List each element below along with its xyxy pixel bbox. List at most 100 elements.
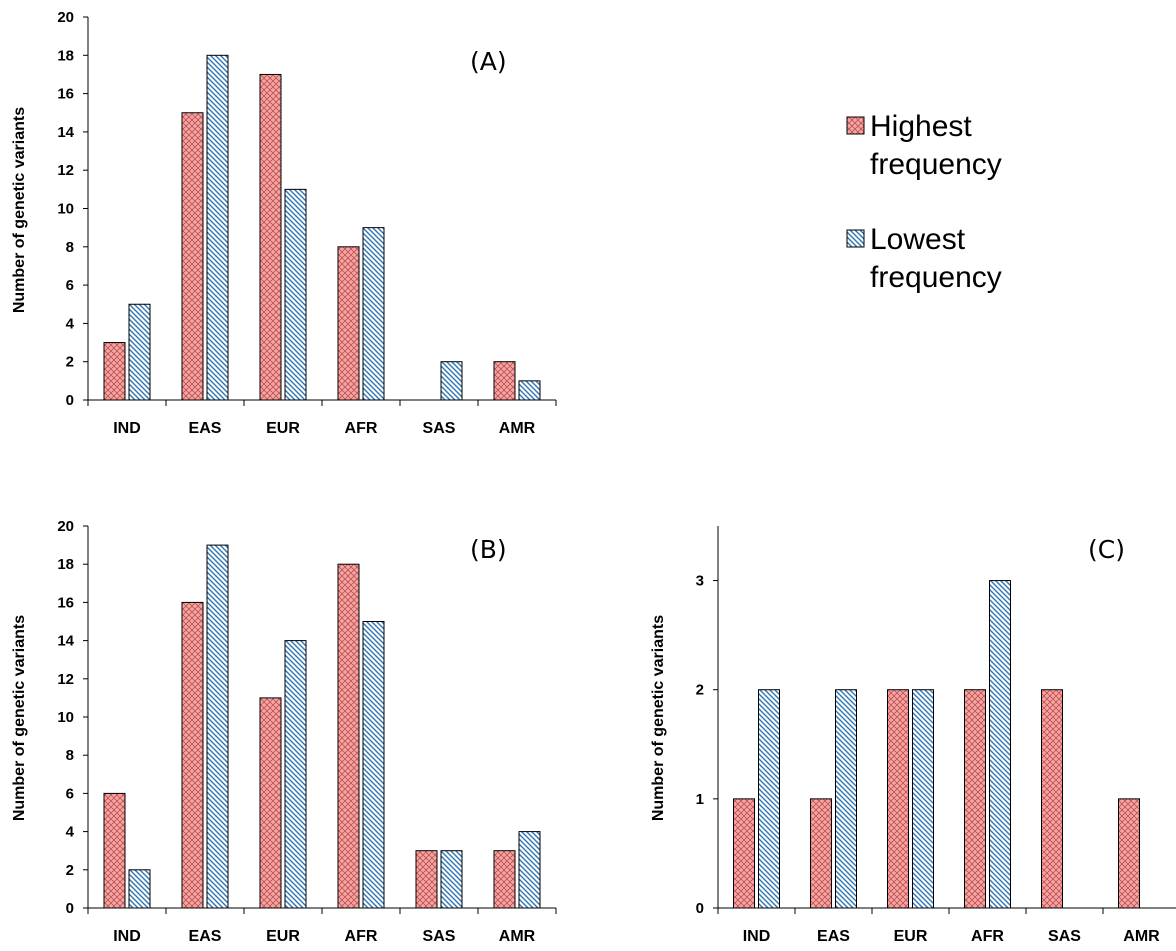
axes-group: 0 2 4 6 8 10 12 14 16 18 20 IND EAS EUR AFR SAS AMR [57,518,557,945]
x-tick-label: IND [743,928,771,945]
panel-label: (B) [470,535,507,564]
bar-highest-ind [103,342,126,401]
x-tick-label: EUR [266,928,300,945]
chart-panel-c: 0 1 2 3 IND EAS EUR AFR SAS AMR (C) Number of gen… [650,526,1176,945]
x-tick-label: SAS [1048,928,1081,945]
y-tick-label: 8 [66,239,74,256]
y-tick-label: 18 [57,47,74,64]
bar-highest-eur [259,697,282,909]
bar-lowest-eas [835,689,857,909]
bars-group [103,54,541,401]
x-tick-label: EAS [189,420,222,437]
bar-lowest-amr [518,380,541,401]
bar-highest-afr [337,563,360,909]
legend-item-highest: Highest frequency [846,110,1002,181]
y-tick-label: 4 [66,315,75,332]
y-tick-label: 10 [57,709,74,726]
axes-group: 0 2 4 6 8 10 12 14 16 18 20 IND EAS EUR AFR SAS AMR [57,9,557,437]
x-tick-label: EUR [266,420,300,437]
bar-lowest-afr [362,227,385,401]
panel-label: (C) [1088,535,1125,564]
y-tick-label: 2 [66,862,74,879]
y-tick-label: 6 [66,785,74,802]
bar-highest-amr [493,850,516,909]
bar-highest-eas [810,798,832,909]
panel-label: (A) [470,47,507,76]
legend-label-line: frequency [870,148,1002,181]
x-tick-label: AMR [499,420,536,437]
x-tick-label: EAS [189,928,222,945]
bar-lowest-amr [518,831,541,909]
x-tick-label: SAS [423,928,456,945]
bar-lowest-ind [128,303,151,401]
x-tick-label: SAS [423,420,456,437]
bars-group [733,580,1140,909]
y-tick-label: 16 [57,86,74,103]
bar-lowest-eur [912,689,934,909]
bar-highest-amr [1118,798,1140,909]
bar-highest-eas [181,601,204,909]
y-tick-label: 20 [57,518,74,535]
bar-lowest-sas [440,361,463,401]
y-tick-label: 14 [57,633,74,650]
axes-group: 0 1 2 3 IND EAS EUR AFR SAS AMR [696,526,1176,945]
bar-highest-afr [964,689,986,909]
bar-lowest-ind [128,869,151,909]
y-tick-label: 1 [696,791,704,808]
x-tick-label: IND [113,420,141,437]
y-tick-label: 2 [66,354,74,371]
bar-lowest-eas [206,544,229,909]
legend: Highest frequency Lowest frequency [846,110,1002,294]
y-axis-label: Number of genetic variants [650,615,667,821]
x-tick-label: AFR [345,928,378,945]
x-tick-label: AFR [345,420,378,437]
bar-highest-eur [887,689,909,909]
y-tick-label: 2 [696,682,704,699]
legend-swatch-highest [846,116,865,135]
bar-highest-ind [733,798,755,909]
bar-highest-eur [259,73,282,401]
legend-label-line: frequency [870,261,1002,294]
legend-label-line: Highest [870,110,972,143]
bar-highest-sas [1041,689,1063,909]
bar-lowest-afr [989,580,1011,909]
bar-lowest-eur [284,188,307,401]
y-tick-label: 4 [66,824,75,841]
bar-lowest-ind [758,689,780,909]
bar-highest-sas [415,850,438,909]
legend-label-line: Lowest [870,223,966,256]
x-tick-label: AMR [1123,928,1160,945]
y-axis-label: Number of genetic variants [11,107,28,313]
y-tick-label: 16 [57,594,74,611]
y-tick-label: 0 [696,900,704,917]
y-tick-label: 6 [66,277,74,294]
y-tick-label: 10 [57,201,74,218]
bars-group [103,544,541,909]
y-tick-label: 14 [57,124,74,141]
y-tick-label: 3 [696,573,704,590]
legend-swatch-lowest [846,229,865,248]
bar-lowest-afr [362,621,385,909]
bar-highest-amr [493,361,516,401]
bar-highest-ind [103,792,126,909]
x-tick-label: EAS [817,928,850,945]
y-tick-label: 20 [57,9,74,26]
x-tick-label: IND [113,928,141,945]
y-tick-label: 12 [57,162,74,179]
y-tick-label: 12 [57,671,74,688]
bar-lowest-sas [440,850,463,909]
y-axis-label: Number of genetic variants [11,615,28,821]
y-tick-label: 8 [66,747,74,764]
y-tick-label: 18 [57,556,74,573]
y-tick-label: 0 [66,900,74,917]
y-tick-label: 0 [66,392,74,409]
x-tick-label: EUR [894,928,928,945]
bar-highest-eas [181,112,204,401]
bar-lowest-eur [284,640,307,909]
bar-highest-afr [337,246,360,401]
x-tick-label: AMR [499,928,536,945]
legend-item-lowest: Lowest frequency [846,223,1002,294]
